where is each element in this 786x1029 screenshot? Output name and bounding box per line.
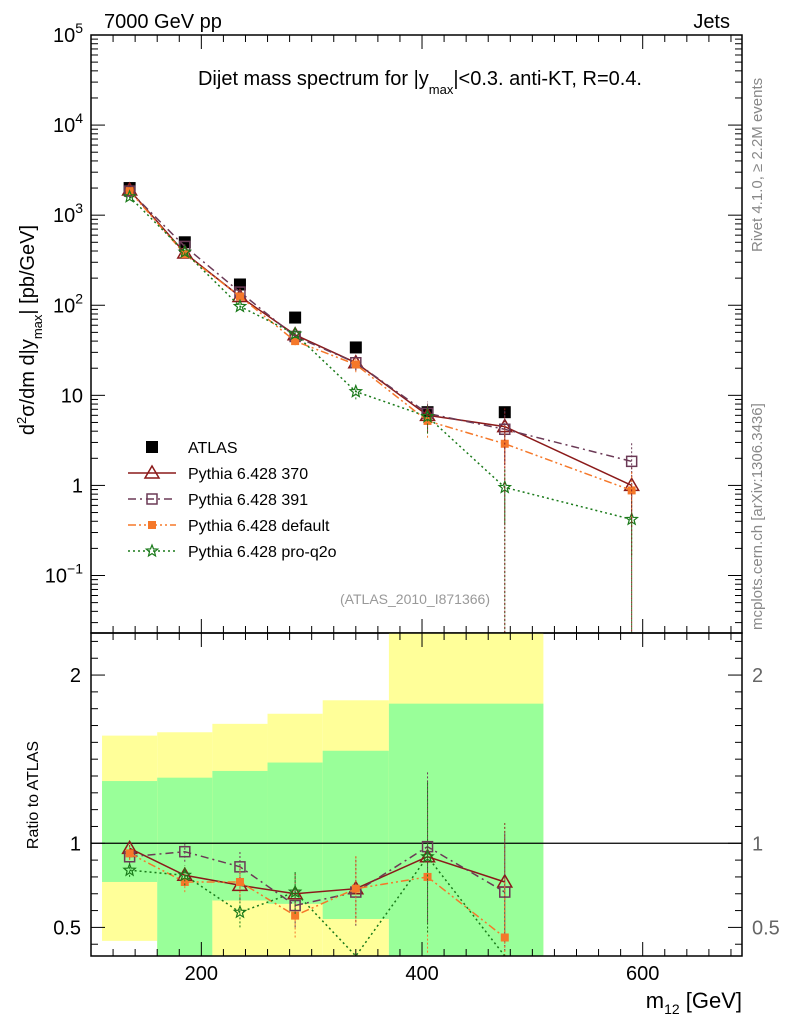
legend-marker-proq2o [144,543,160,558]
atlas-point [178,236,191,249]
legend-marker-p391 [146,493,158,505]
main-y-tick-label: 104 [53,110,83,137]
default-point [291,337,300,346]
band-inner [388,703,544,956]
legend-marker-default [148,521,156,529]
x-tick-label: 400 [405,963,438,985]
legend: ATLAS Pythia 6.428 370 Pythia 6.428 391 Pyt… [128,440,337,561]
proq2o-point [177,244,193,259]
ratio-proq2o-point [287,884,303,899]
header-jets: Jets [693,11,730,33]
ratio-frame [90,632,743,957]
main-y-tick-label: 1 [72,475,83,497]
proq2o-point [232,298,248,313]
ratio-p391-point [179,845,191,858]
main-y-tick-label: 102 [53,290,83,317]
ratio-y-tick-label-right: 0.5 [752,917,780,939]
legend-marker-p370 [143,464,161,479]
legend-item-proq2o: Pythia 6.428 pro-q2o [128,543,337,561]
proq2o-point [287,326,303,341]
band-inner [102,781,158,882]
proq2o-point [497,479,513,494]
ratio-y-tick-label: 2 [70,665,81,687]
main-y-tick-label: 10 [61,385,83,407]
ratio-y-tick-label-right: 1 [752,833,763,855]
p391-line [129,190,632,463]
watermark: (ATLAS_2010_I871366) [340,591,490,607]
atlas-point [349,341,362,354]
ratio-panel: 0.5 0.5 1 1 2 2 200 400 600 Ratio to ATLAS m12 [… [25,632,780,1017]
proq2o-point [122,189,137,203]
ratio-y-tick-label-right: 2 [752,665,763,687]
ratio-series-proq2o [122,781,506,958]
proq2o-line [129,196,632,521]
main-y-tick-label: 105 [53,20,83,47]
ratio-y-axis-label: Ratio to ATLAS [25,741,42,849]
ratio-default-point [291,911,300,920]
main-y-tick-label: 10−1 [45,561,83,588]
main-y-tick-label: 103 [53,200,83,227]
legend-label: ATLAS [188,440,238,457]
legend-item-p370: Pythia 6.428 370 [128,464,308,483]
header-energy: 7000 GeV pp [104,11,222,33]
ratio-default-point [500,933,509,942]
legend-item-atlas: ATLAS [146,440,238,457]
main-y-axis-label: d2σ/dm d|ymax| [pb/GeV] [14,225,45,435]
default-point [351,360,360,369]
main-panel: 10−1 1 10 102 103 104 105 Dijet mass spectrum … [14,20,743,634]
x-axis-label: m12 [GeV] [646,988,742,1017]
legend-item-default: Pythia 6.428 default [128,518,330,535]
x-tick-label: 600 [626,963,659,985]
default-point [235,292,244,301]
ratio-default-point [235,877,244,886]
x-tick-label: 200 [185,963,218,985]
atlas-point [289,311,302,324]
p391-point [123,185,136,197]
legend-label: Pythia 6.428 391 [188,492,308,509]
p391-point [625,455,638,468]
ratio-default-point [180,877,189,886]
ratio-default-point [423,872,432,881]
ratio-y-tick-label: 0.5 [53,917,81,939]
mcplots-label: mcplots.cern.ch [arXiv:1306.3436] [749,403,766,630]
ratio-proq2o-point [177,867,193,882]
proq2o-point [348,383,364,398]
ratio-proq2o-point [420,849,435,863]
main-title: Dijet mass spectrum for |ymax|<0.3. anti… [198,68,642,97]
legend-label: Pythia 6.428 pro-q2o [188,544,337,561]
ratio-default-point [351,884,360,893]
legend-marker-atlas [146,441,158,453]
legend-label: Pythia 6.428 default [188,518,330,535]
ratio-proq2o-point [232,904,248,919]
series-atlas [123,182,511,419]
ratio-proq2o-point [122,862,137,877]
rivet-label: Rivet 4.1.0, ≥ 2.2M events [749,78,766,252]
ratio-default-point [125,849,134,858]
proq2o-point [420,408,435,423]
legend-item-p391: Pythia 6.428 391 [128,492,308,509]
legend-label: Pythia 6.428 370 [188,466,308,483]
ratio-y-tick-label: 1 [70,833,81,855]
